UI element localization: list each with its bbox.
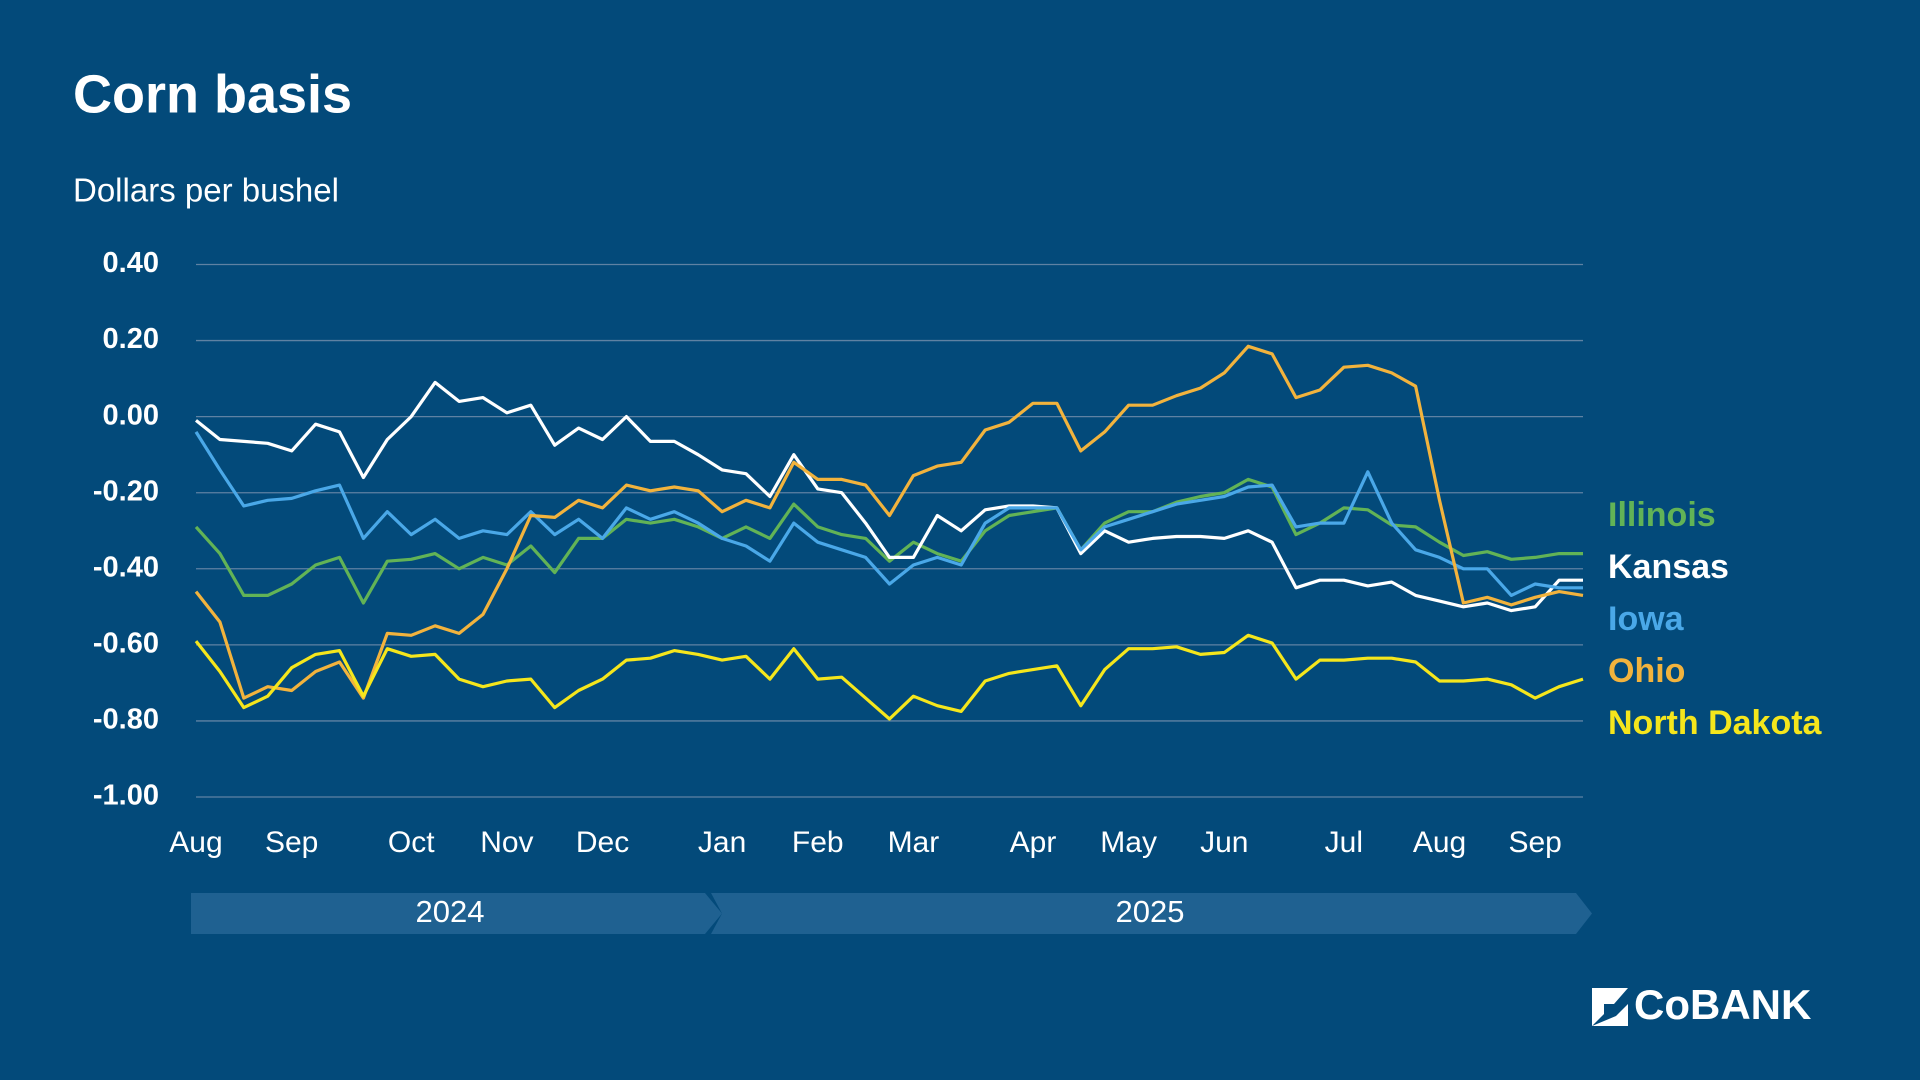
y-tick-label: 0.00 — [103, 399, 159, 431]
y-tick-label: -1.00 — [93, 780, 159, 812]
y-tick-label: 0.20 — [103, 323, 159, 355]
x-tick-label: Aug — [1413, 826, 1466, 859]
x-tick-label: Dec — [576, 826, 629, 859]
legend-label: Illinois — [1608, 496, 1716, 534]
year-band — [711, 893, 1592, 934]
y-tick-label: -0.40 — [93, 551, 159, 583]
y-tick-label: -0.60 — [93, 628, 159, 660]
series-line — [194, 344, 1584, 700]
series-line — [194, 633, 1584, 721]
x-tick-label: Jan — [698, 826, 746, 859]
legend-label: North Dakota — [1608, 704, 1823, 742]
x-tick-label: Jul — [1325, 826, 1363, 859]
x-tick-label: Sep — [1508, 826, 1561, 859]
x-tick-label: Apr — [1010, 826, 1057, 859]
chart-subtitle: Dollars per bushel — [73, 172, 339, 209]
year-label: 2025 — [1116, 894, 1185, 929]
legend-label: Iowa — [1608, 600, 1685, 638]
x-tick-label: Jun — [1200, 826, 1248, 859]
year-band — [191, 893, 722, 934]
series-line — [194, 431, 1583, 597]
x-tick-label: Aug — [169, 826, 222, 859]
x-tick-label: Sep — [265, 826, 318, 859]
y-tick-label: 0.40 — [103, 247, 159, 279]
logo-icon — [1592, 988, 1628, 1026]
x-tick-label: Oct — [388, 826, 435, 859]
logo-text: CoBANK — [1634, 981, 1811, 1028]
legend-label: Ohio — [1608, 652, 1685, 690]
y-tick-label: -0.20 — [93, 475, 159, 507]
x-tick-label: Mar — [888, 826, 940, 859]
chart-title: Corn basis — [73, 64, 352, 124]
series-line — [195, 380, 1583, 613]
year-label: 2024 — [416, 894, 485, 929]
logo: CoBANK — [1592, 981, 1811, 1028]
legend-label: Kansas — [1608, 548, 1729, 586]
y-tick-label: -0.80 — [93, 704, 159, 736]
x-tick-label: Nov — [480, 826, 533, 859]
x-tick-label: Feb — [792, 826, 844, 859]
x-tick-label: May — [1100, 826, 1157, 859]
